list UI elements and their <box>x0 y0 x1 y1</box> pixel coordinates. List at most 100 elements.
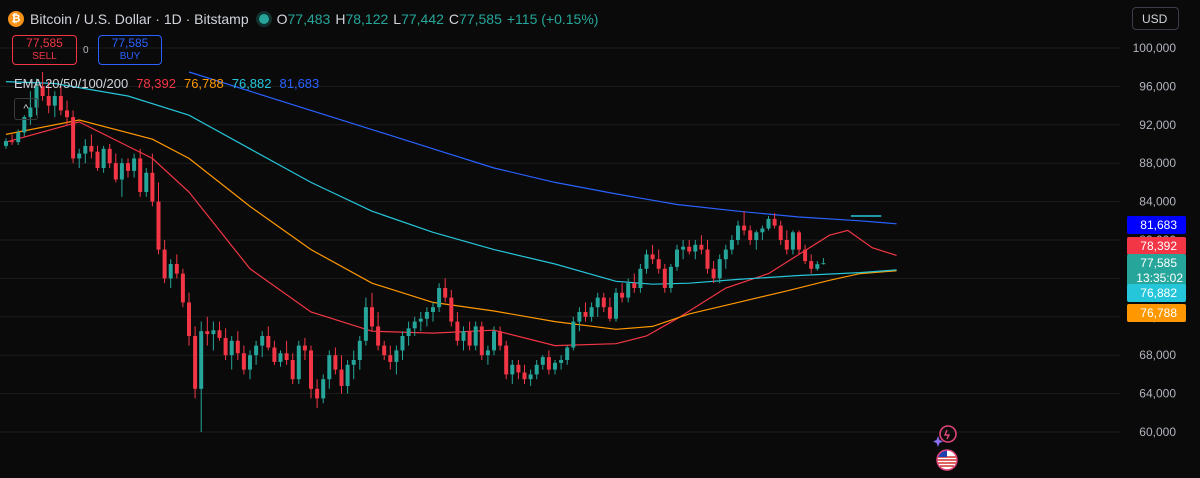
ema-legend[interactable]: EMA 20/50/100/200 78,392 76,788 76,882 8… <box>14 76 319 91</box>
price-label-text: 81,683 <box>1140 218 1177 232</box>
candle-up <box>278 353 283 362</box>
sell-button[interactable]: 77,585 SELL <box>12 35 77 65</box>
candle-down <box>205 331 210 335</box>
candle-down <box>126 163 130 171</box>
candle-down <box>687 246 692 252</box>
candle-up <box>644 254 649 269</box>
candle-down <box>309 350 313 389</box>
candle-down <box>46 96 51 106</box>
candle-down <box>516 364 521 373</box>
ema50-line <box>5 119 897 330</box>
candle-down <box>162 249 167 279</box>
high-label: H <box>335 11 346 27</box>
change-value: +115 (+0.15%) <box>506 11 599 27</box>
candle-down <box>797 232 801 250</box>
candle-up <box>510 364 515 375</box>
y-tick-label: 64,000 <box>1139 387 1176 401</box>
candle-up <box>22 117 27 133</box>
candle-up <box>675 249 679 267</box>
candle-down <box>193 336 198 389</box>
candle-up <box>254 345 259 356</box>
buy-button[interactable]: 77,585 BUY <box>98 35 162 65</box>
candle-down <box>223 337 228 356</box>
y-tick-label: 92,000 <box>1139 118 1176 132</box>
candle-down <box>705 249 710 269</box>
candle-down <box>607 307 612 319</box>
candle-down <box>650 254 655 260</box>
candle-down <box>235 340 240 354</box>
candle-up <box>571 321 576 348</box>
candle-down <box>662 268 667 288</box>
candle-up <box>437 288 442 308</box>
candle-up <box>559 360 564 363</box>
candle-up <box>614 292 618 319</box>
candle-down <box>40 86 45 96</box>
buy-price: 77,585 <box>111 36 149 50</box>
candle-down <box>217 330 222 338</box>
candle-down <box>10 141 15 143</box>
candle-down <box>382 345 387 356</box>
candle-down <box>113 163 118 180</box>
countdown-text: 13:35:02 <box>1136 271 1183 285</box>
candle-up <box>16 132 21 143</box>
candle-up <box>132 158 137 171</box>
candle-down <box>302 345 307 351</box>
candle-down <box>65 110 69 118</box>
candle-down <box>742 225 747 231</box>
candle-up <box>668 266 673 288</box>
candle-up <box>394 350 399 362</box>
close-label: C <box>448 11 460 27</box>
candle-down <box>290 360 295 380</box>
candle-up <box>553 362 557 370</box>
candle-up <box>424 312 429 319</box>
symbol-header: ₿ Bitcoin / U.S. Dollar · 1D · Bitstamp … <box>8 9 598 29</box>
y-tick-label: 88,000 <box>1139 156 1176 170</box>
candle-down <box>449 297 454 322</box>
y-tick-label: 96,000 <box>1139 79 1176 93</box>
candle-down <box>71 117 76 159</box>
candle-up <box>815 264 820 269</box>
ema50-value: 76,788 <box>183 76 224 91</box>
us-flag-icon[interactable] <box>936 449 958 471</box>
candle-up <box>248 355 252 370</box>
candle-up <box>321 379 326 399</box>
candle-down <box>272 347 277 362</box>
candle-down <box>498 331 503 346</box>
candle-down <box>601 297 606 308</box>
candle-up <box>723 249 728 260</box>
ema20-line <box>5 121 897 347</box>
candle-up <box>736 225 740 240</box>
candle-up <box>729 240 734 250</box>
collapse-legend-button[interactable]: ^ <box>14 98 38 120</box>
candle-up <box>211 330 216 335</box>
ema100-value: 76,882 <box>231 76 272 91</box>
ohlc-values: O77,483 H78,122 L77,442 C77,585 +115 (+0… <box>277 11 599 27</box>
buy-label: BUY <box>119 51 141 62</box>
candle-up <box>431 307 435 312</box>
symbol-title[interactable]: Bitcoin / U.S. Dollar · 1D · Bitstamp <box>30 11 249 27</box>
candle-up <box>693 244 698 252</box>
sparkle-alert-icon[interactable] <box>932 424 958 448</box>
candle-down <box>455 321 460 341</box>
currency-select[interactable]: USD <box>1132 7 1179 30</box>
candle-up <box>626 283 631 298</box>
candle-up <box>229 340 234 356</box>
candle-down <box>180 273 185 303</box>
candle-up <box>589 307 594 317</box>
candle-down <box>546 357 551 370</box>
candle-up <box>400 336 405 351</box>
candle-down <box>315 388 320 399</box>
ema200-value: 81,683 <box>279 76 320 91</box>
candle-up <box>492 331 496 351</box>
price-label-last <box>1127 254 1186 286</box>
candle-down <box>388 355 393 362</box>
price-label-text: 76,788 <box>1140 306 1177 320</box>
candle-down <box>266 336 271 348</box>
candle-down <box>284 353 289 360</box>
candle-up <box>260 336 265 346</box>
candle-up <box>681 246 686 250</box>
candle-up <box>595 297 600 308</box>
candle-up <box>461 331 466 341</box>
y-tick-label: 84,000 <box>1139 195 1176 209</box>
